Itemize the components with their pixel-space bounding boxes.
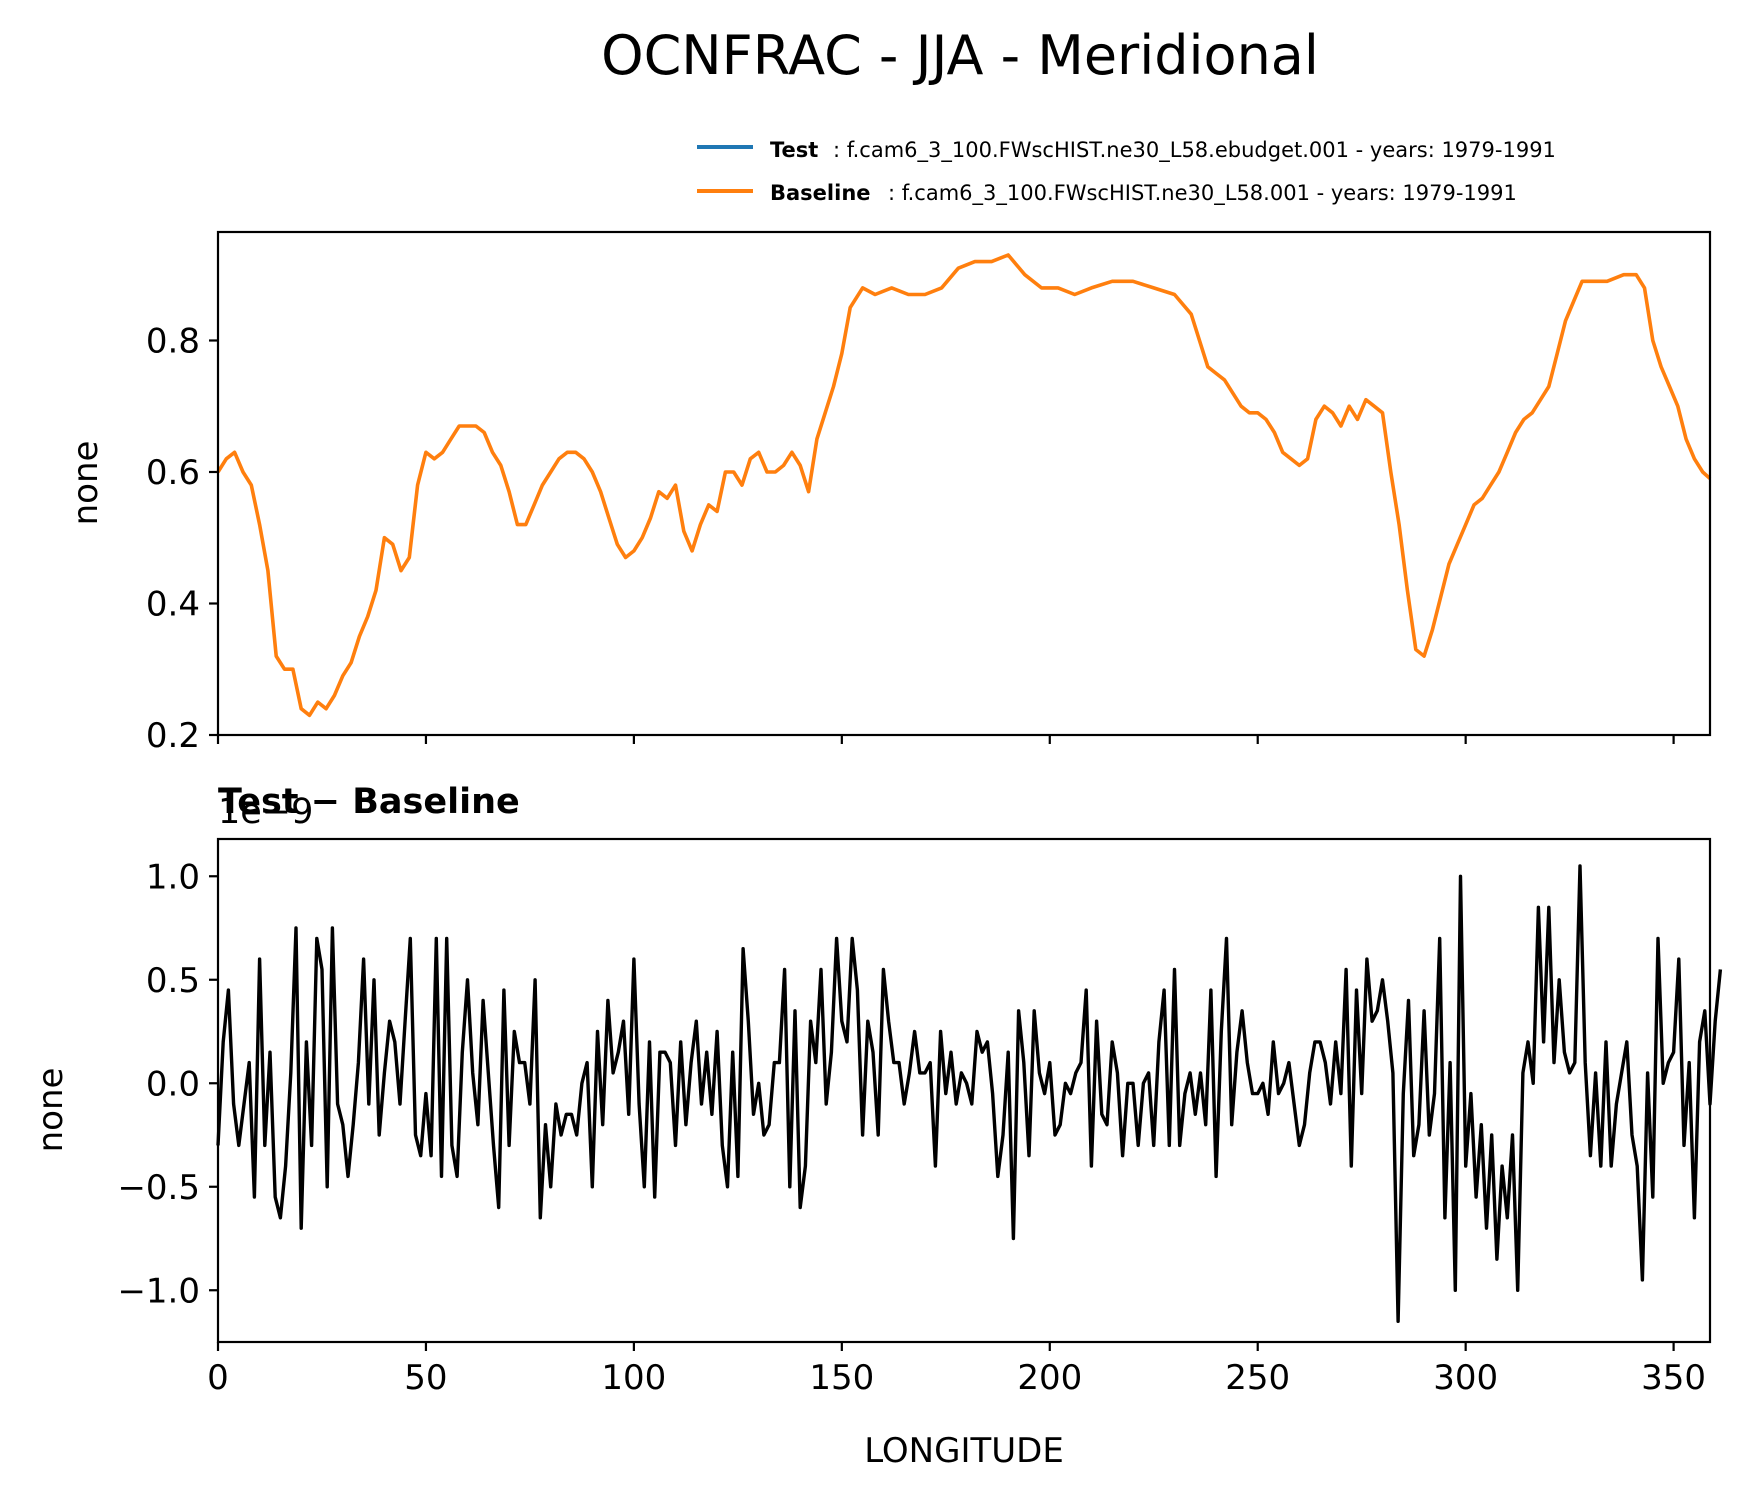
bottom-x-tick-label: 350 [1641, 1358, 1706, 1398]
legend: Test : f.cam6_3_100.FWscHIST.ne30_L58.eb… [697, 138, 1556, 206]
bottom-y-tick-label: −0.5 [117, 1168, 200, 1208]
legend-text-baseline: : f.cam6_3_100.FWscHIST.ne30_L58.001 - y… [888, 181, 1517, 206]
top-y-tick-label: 0.6 [146, 453, 200, 493]
top-x-ticks [216, 735, 1675, 744]
bottom-x-tick-label: 200 [1017, 1358, 1082, 1398]
bottom-x-tick-label: 150 [809, 1358, 874, 1398]
bottom-x-tick-label: 300 [1433, 1358, 1498, 1398]
bottom-y-tick-label: −1.0 [117, 1271, 200, 1311]
chart-title: OCNFRAC - JJA - Meridional [601, 24, 1319, 87]
bottom-y-tick-label: 0.0 [146, 1064, 200, 1104]
baseline-series-line [216, 253, 1712, 718]
top-y-ticks: 0.2 0.4 0.6 0.8 [146, 321, 218, 756]
bottom-x-ticks: 0 50 100 150 200 250 300 350 [207, 1342, 1706, 1398]
bottom-y-tick-label: 0.5 [146, 961, 200, 1001]
bottom-x-tick-label: 0 [207, 1358, 229, 1398]
bottom-axes-frame [216, 837, 1712, 1344]
bottom-x-tick-label: 250 [1225, 1358, 1290, 1398]
legend-key-test: Test [770, 138, 818, 162]
top-axes-frame [216, 230, 1712, 737]
x-axis-label: LONGITUDE [864, 1431, 1064, 1471]
top-y-tick-label: 0.8 [146, 321, 200, 361]
bottom-x-tick-label: 50 [404, 1358, 447, 1398]
legend-text-test: : f.cam6_3_100.FWscHIST.ne30_L58.ebudget… [833, 138, 1556, 163]
top-panel: 0.2 0.4 0.6 0.8 none [66, 230, 1712, 756]
bottom-offset-text: 1e−9 [218, 792, 313, 832]
top-y-label: none [66, 441, 106, 526]
top-y-tick-label: 0.4 [146, 584, 200, 624]
bottom-x-tick-label: 100 [601, 1358, 666, 1398]
bottom-y-label: none [31, 1068, 71, 1153]
difference-series-line [216, 864, 1723, 1323]
bottom-subtitle: Test − Baseline [218, 782, 520, 822]
bottom-panel: 1e−9 Test − Baseline −1.0 −0.5 0.0 0.5 1.0 0… [31, 782, 1723, 1471]
legend-key-baseline: Baseline [770, 181, 871, 205]
top-y-tick-label: 0.2 [146, 716, 200, 756]
bottom-y-tick-label: 1.0 [146, 857, 200, 897]
bottom-y-ticks: −1.0 −0.5 0.0 0.5 1.0 [117, 857, 218, 1311]
